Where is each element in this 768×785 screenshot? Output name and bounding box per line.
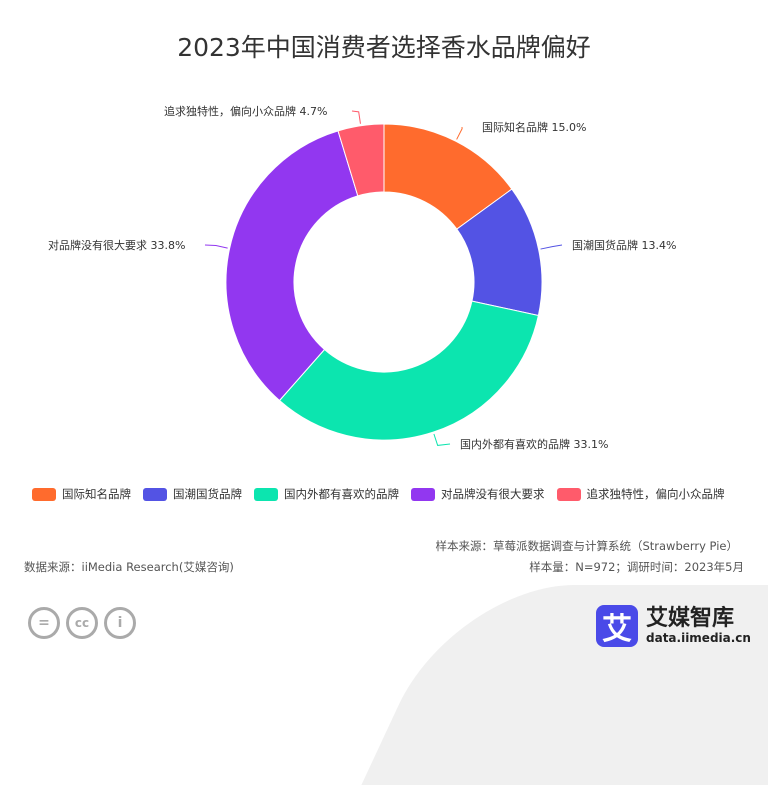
legend-swatch xyxy=(143,487,167,501)
data-label-2: 国内外都有喜欢的品牌 33.1% xyxy=(460,438,609,451)
nd-icon: = xyxy=(28,607,60,639)
legend-label: 国际知名品牌 xyxy=(62,487,131,501)
leader-line-0 xyxy=(456,126,463,140)
legend-swatch xyxy=(411,487,435,501)
legend: 国际知名品牌 国潮国货品牌 国内外都有喜欢的品牌 对品牌没有很大要求 追求独特性… xyxy=(32,486,725,502)
leader-line-2 xyxy=(433,433,451,446)
legend-item[interactable]: 国内外都有喜欢的品牌 xyxy=(254,486,399,502)
cc-license: = cc i xyxy=(28,607,136,639)
donut-chart xyxy=(204,110,563,446)
legend-label: 对品牌没有很大要求 xyxy=(441,487,545,501)
legend-item[interactable]: 国际知名品牌 xyxy=(32,486,131,502)
leader-line-3 xyxy=(204,244,228,249)
leader-line-4 xyxy=(351,110,361,124)
legend-label: 国内外都有喜欢的品牌 xyxy=(284,487,399,501)
data-label-0: 国际知名品牌 15.0% xyxy=(482,121,587,134)
legend-swatch xyxy=(254,487,278,501)
legend-item[interactable]: 追求独特性，偏向小众品牌 xyxy=(556,486,725,502)
legend-swatch xyxy=(32,487,56,501)
data-source: 数据来源：iiMedia Research(艾媒咨询) xyxy=(24,560,234,574)
legend-label: 国潮国货品牌 xyxy=(173,487,242,501)
data-label-3: 对品牌没有很大要求 33.8% xyxy=(48,239,186,252)
cc-icon: cc xyxy=(66,607,98,639)
legend-item[interactable]: 国潮国货品牌 xyxy=(143,486,242,502)
chart-title: 2023年中国消费者选择香水品牌偏好 xyxy=(177,33,591,62)
iimedia-logo: 艾 艾媒智库 data.iimedia.cn xyxy=(596,605,751,647)
logo-text: 艾媒智库 xyxy=(646,606,735,631)
legend-item[interactable]: 对品牌没有很大要求 xyxy=(411,486,545,502)
donut-slice-2[interactable] xyxy=(278,300,540,441)
sample-source: 样本来源：草莓派数据调查与计算系统（Strawberry Pie） xyxy=(435,539,738,553)
data-label-4: 追求独特性，偏向小众品牌 4.7% xyxy=(164,105,328,118)
logo-url: data.iimedia.cn xyxy=(646,631,751,645)
sample-info: 样本量：N=972；调研时间：2023年5月 xyxy=(529,560,744,574)
data-label-1: 国潮国货品牌 13.4% xyxy=(572,239,677,252)
logo-icon: 艾 xyxy=(596,605,638,647)
legend-label: 追求独特性，偏向小众品牌 xyxy=(586,487,725,501)
donut-slice-3[interactable] xyxy=(225,130,359,402)
by-icon: i xyxy=(104,607,136,639)
donut-slice-4[interactable] xyxy=(337,123,385,197)
legend-swatch xyxy=(556,487,581,501)
leader-line-1 xyxy=(540,244,563,250)
